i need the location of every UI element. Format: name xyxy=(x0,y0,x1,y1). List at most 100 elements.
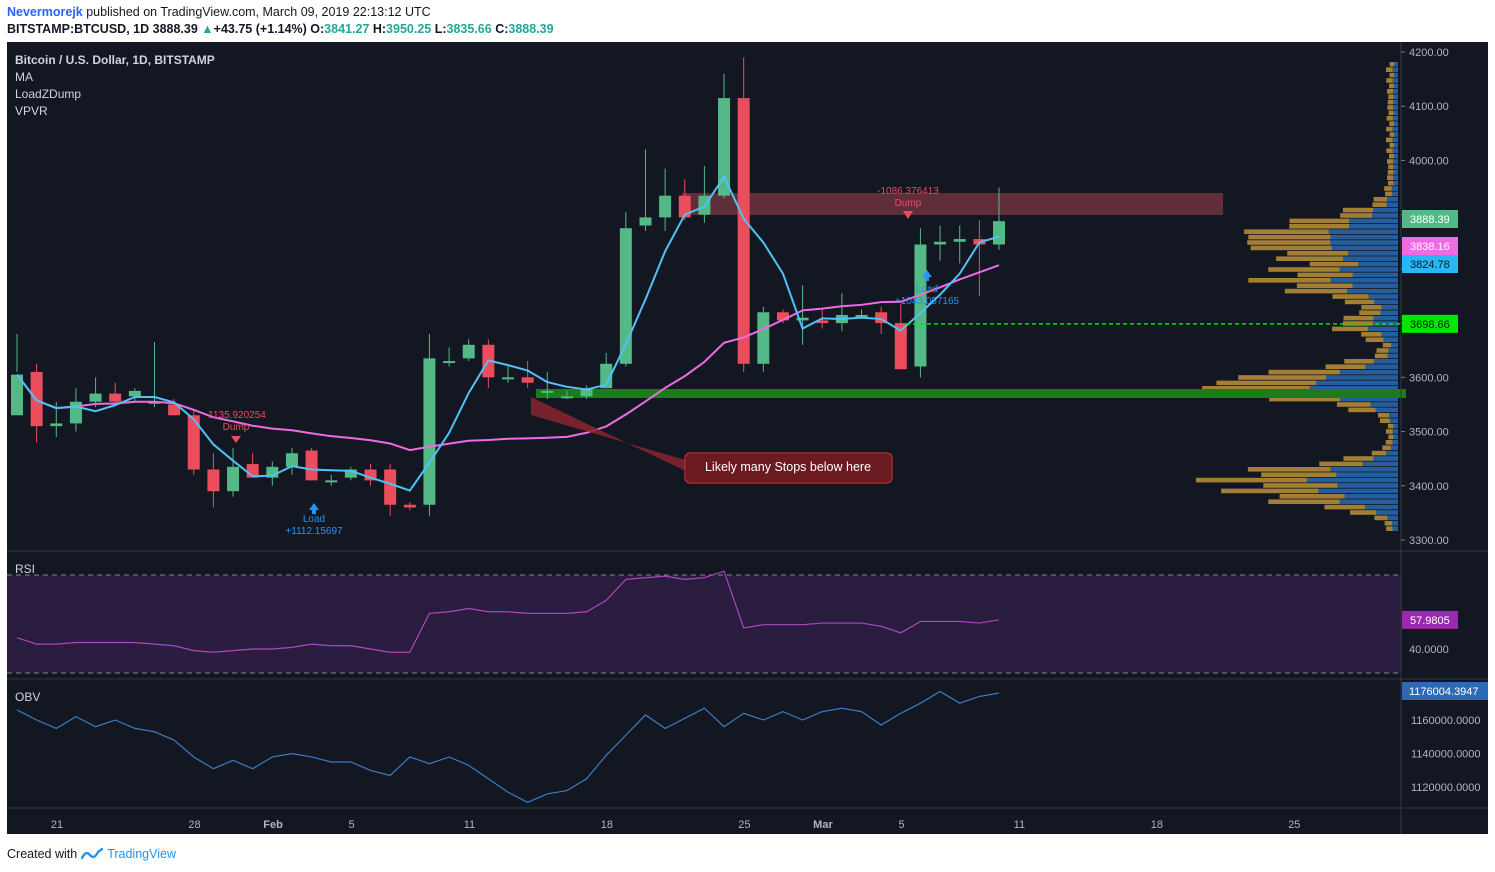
time-tick-label: 18 xyxy=(601,819,613,831)
time-tick-label: 25 xyxy=(1288,819,1300,831)
volume-profile-bar xyxy=(1331,245,1398,251)
load-label: Load xyxy=(303,514,325,525)
volume-profile-bar xyxy=(1387,423,1394,429)
moving-averages xyxy=(16,174,1000,492)
volume-profile-bar xyxy=(1276,256,1344,261)
volume-profile-bar xyxy=(1347,288,1398,294)
volume-profile-bar xyxy=(1387,180,1394,186)
volume-profile-bar xyxy=(1386,126,1393,132)
volume-profile-bar xyxy=(1349,218,1398,224)
volume-profile-bar xyxy=(1238,375,1327,380)
volume-profile-bar xyxy=(1339,267,1398,272)
rsi-last-tag: 57.9805 xyxy=(1410,615,1450,627)
volume-profile-bar xyxy=(1330,234,1398,240)
volume-profile-bar xyxy=(1343,456,1374,461)
time-axis: 21 28 Feb 5 11 18 25 Mar 5 11 18 25 xyxy=(51,819,1301,831)
volume-profile-bar xyxy=(1393,153,1398,159)
volume-profile-bar xyxy=(1373,456,1398,461)
volume-profile-bar xyxy=(1324,504,1365,510)
load-value: +1043.057165 xyxy=(895,296,960,307)
volume-profile-bar xyxy=(1388,164,1394,170)
volume-profile-bar xyxy=(1386,450,1398,456)
volume-profile-bar xyxy=(1393,99,1398,105)
volume-profile-bar xyxy=(1373,197,1388,202)
volume-profile-bar xyxy=(1387,197,1398,202)
volume-profile-bar xyxy=(1393,110,1398,116)
volume-profile-bar xyxy=(1263,483,1338,488)
candle-body xyxy=(344,469,357,478)
ma-fast-tag: 3824.78 xyxy=(1410,259,1450,271)
volume-profile-bar xyxy=(1373,207,1398,213)
volume-profile-bar xyxy=(1392,191,1398,197)
volume-profile-bar xyxy=(1390,445,1398,450)
volume-profile-bar xyxy=(1388,348,1398,353)
rsi-band xyxy=(7,575,1401,673)
volume-profile-bar xyxy=(1384,186,1392,191)
time-tick-label: 25 xyxy=(738,819,750,831)
ma-slow-tag-bg xyxy=(1402,237,1458,255)
volume-profile-bar xyxy=(1389,132,1395,137)
volume-profile-bar xyxy=(1392,429,1398,434)
rsi-line xyxy=(16,570,1000,653)
volume-profile-bar xyxy=(1195,477,1308,483)
candle-body xyxy=(796,317,809,321)
volume-profile-bar xyxy=(1388,413,1398,418)
volume-profile-bar xyxy=(1392,526,1398,531)
volume-profile-bar xyxy=(1309,386,1398,391)
volume-profile-bar xyxy=(1307,477,1398,483)
volume-profile-bar xyxy=(1339,369,1398,375)
volume-profile-bar xyxy=(1344,299,1375,305)
dump-label: Dump xyxy=(895,198,922,209)
rsi-pane: RSI 40.0000 57.9805 xyxy=(7,562,1458,674)
volume-profile-bar xyxy=(1374,515,1388,521)
footer: Created with TradingView xyxy=(7,847,176,861)
volume-profile-bar xyxy=(1361,305,1382,310)
annotations: 1135.920254DumpLoad+1112.15697-1086.3764… xyxy=(208,186,1401,537)
author-link[interactable]: Nevermorejk xyxy=(7,5,83,19)
volume-profile-bar xyxy=(1388,94,1394,99)
price-tick-label: 4100.00 xyxy=(1409,101,1449,113)
price-axes: 4200.004100.004000.003900.003800.003700.… xyxy=(7,42,1488,834)
volume-profile-bar xyxy=(1289,218,1350,224)
volume-profile-bar xyxy=(1389,121,1395,126)
volume-profile-bar xyxy=(1393,89,1398,94)
volume-profile-bar xyxy=(1250,245,1332,251)
volume-profile-bar xyxy=(1339,499,1398,504)
candle-body xyxy=(934,241,947,245)
volume-profile-bar xyxy=(1344,494,1398,499)
volume-profile-bar xyxy=(1384,521,1392,526)
candle-body xyxy=(168,404,181,416)
created-with-text: Created with xyxy=(7,847,78,861)
obv-tick-label: 1160000.0000 xyxy=(1411,715,1481,727)
volume-profile-bar xyxy=(1269,396,1341,402)
change-value: +43.75 (+1.14%) xyxy=(213,22,307,36)
volume-profile-bar xyxy=(1328,229,1398,234)
volume-profile-bar xyxy=(1393,170,1398,175)
obv-last-tag: 1176004.3947 xyxy=(1409,686,1479,698)
tradingview-link[interactable]: TradingView xyxy=(107,847,176,861)
volume-profile-bar xyxy=(1368,326,1398,332)
candle-body xyxy=(993,221,1005,245)
volume-profile-bar xyxy=(1361,332,1382,337)
last-price: 3888.39 xyxy=(152,22,198,36)
volume-profile-bar xyxy=(1387,353,1398,359)
volume-profile-bar xyxy=(1343,315,1374,321)
candle-body xyxy=(659,195,672,218)
volume-profile-bar xyxy=(1392,126,1398,132)
volume-profile-bar xyxy=(1373,359,1398,364)
volume-profile-bar xyxy=(1394,143,1398,148)
volume-profile-bar xyxy=(1318,488,1398,494)
volume-profile-bar xyxy=(1325,364,1366,369)
volume-profile-bar xyxy=(1202,386,1310,391)
volume-profile-bar xyxy=(1386,202,1398,207)
dump-arrow-icon xyxy=(231,436,241,443)
support-zone xyxy=(536,389,1406,398)
volume-profile-bar xyxy=(1388,153,1394,159)
volume-profile-bar xyxy=(1376,348,1389,353)
price-tick-label: 3600.00 xyxy=(1409,372,1449,384)
volume-profile-bar xyxy=(1394,132,1398,137)
candle-body xyxy=(875,312,888,324)
time-tick-label: 5 xyxy=(898,819,904,831)
dump-arrow-icon xyxy=(903,211,913,219)
